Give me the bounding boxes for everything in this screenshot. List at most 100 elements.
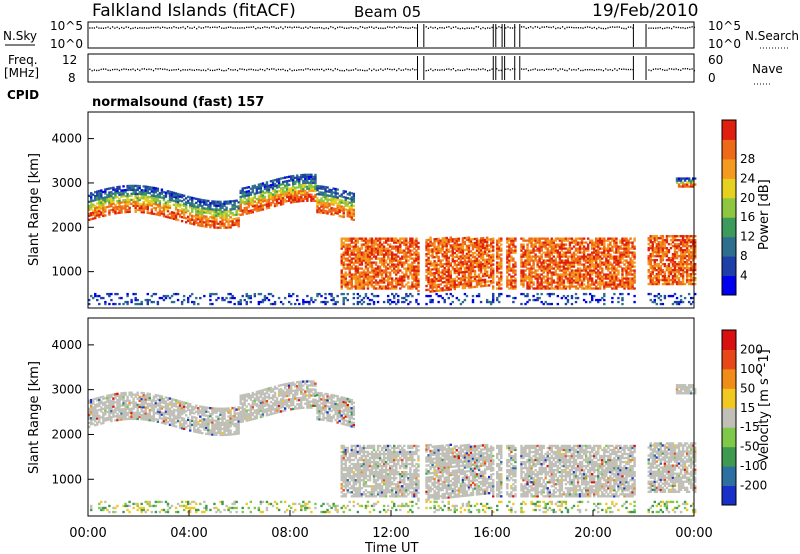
heatmap-cell (621, 269, 624, 272)
heatmap-cell (346, 298, 349, 302)
heatmap-cell (195, 211, 198, 214)
heatmap-cell (473, 243, 477, 247)
heatmap-cell (441, 289, 444, 292)
heatmap-cell (625, 237, 628, 240)
heatmap-cell (483, 252, 487, 256)
heatmap-cell (148, 192, 151, 195)
heatmap-cell (316, 208, 319, 212)
heatmap-cell (213, 222, 216, 225)
heatmap-cell (580, 287, 584, 290)
heatmap-cell (417, 257, 420, 261)
heatmap-cell (508, 261, 511, 264)
freq-trace-dot (200, 69, 202, 72)
heatmap-cell (433, 262, 436, 265)
heatmap-cell (346, 259, 349, 262)
heatmap-cell (570, 257, 574, 260)
heatmap-cell (477, 247, 481, 250)
heatmap-cell (348, 265, 351, 268)
heatmap-cell (146, 187, 149, 191)
heatmap-cell (403, 255, 406, 258)
heatmap-cell (597, 239, 600, 242)
heatmap-cell (201, 224, 204, 228)
heatmap-cell (564, 237, 568, 240)
heatmap-cell (162, 212, 166, 216)
heatmap-cell (227, 220, 230, 223)
sky-trace-dot (591, 27, 593, 30)
heatmap-cell (538, 249, 541, 252)
heatmap-cell (465, 280, 469, 283)
heatmap-cell (546, 292, 549, 296)
heatmap-cell (302, 187, 305, 191)
heatmap-cell (595, 275, 598, 278)
heatmap-cell (399, 263, 402, 266)
heatmap-cell (609, 273, 612, 276)
heatmap-cell (106, 193, 109, 197)
sky-trace-dot (489, 27, 491, 29)
heatmap-cell (435, 261, 438, 265)
heatmap-cell (457, 281, 461, 284)
heatmap-cell (449, 244, 452, 247)
heatmap-cell (469, 238, 473, 241)
freq-trace-dot (471, 68, 473, 71)
heatmap-cell (601, 271, 604, 274)
heatmap-cell (374, 273, 378, 276)
heatmap-cell (582, 292, 586, 296)
heatmap-cell (542, 259, 545, 262)
heatmap-cell (534, 255, 537, 258)
heatmap-cell (601, 279, 604, 282)
heatmap-cell (296, 200, 299, 203)
heatmap-cell (552, 279, 555, 282)
heatmap-cell (294, 188, 297, 191)
heatmap-cell (544, 255, 547, 258)
heatmap-cell (395, 273, 398, 276)
heatmap-cell (219, 202, 222, 205)
freq-trace-dot (105, 68, 107, 70)
heatmap-cell (314, 187, 317, 191)
heatmap-cell (607, 261, 610, 264)
heatmap-cell (285, 176, 289, 179)
heatmap-cell (574, 296, 578, 300)
heatmap-cell (324, 211, 327, 215)
heatmap-cell (520, 253, 523, 256)
heatmap-cell (94, 194, 97, 198)
heatmap-cell (431, 298, 434, 302)
heatmap-cell (455, 241, 459, 245)
heatmap-cell (275, 204, 279, 207)
heatmap-cell (441, 296, 444, 300)
heatmap-cell (578, 243, 582, 246)
heatmap-cell (104, 190, 107, 193)
heatmap-cell (364, 237, 368, 240)
sky-trace-dot (555, 27, 557, 30)
heatmap-cell (463, 284, 467, 288)
heatmap-cell (580, 241, 584, 244)
heatmap-cell (449, 250, 452, 253)
heatmap-cell (261, 196, 265, 199)
heatmap-cell (451, 254, 454, 257)
sky-trace-dot (191, 27, 193, 30)
heatmap-cell (310, 177, 313, 180)
freq-trace-dot (277, 68, 280, 71)
heatmap-cell (259, 206, 263, 210)
heatmap-cell (597, 269, 600, 272)
sky-trace-dot (164, 26, 166, 29)
heatmap-cell (566, 269, 570, 272)
heatmap-cell (623, 263, 626, 266)
heatmap-cell (435, 245, 438, 249)
heatmap-cell (326, 202, 329, 205)
heatmap-cell (221, 204, 224, 207)
freq-trace-dot (375, 69, 377, 72)
heatmap-cell (136, 200, 139, 204)
heatmap-cell (150, 186, 154, 189)
heatmap-cell (382, 287, 386, 290)
heatmap-cell (415, 249, 418, 252)
heatmap-cell (625, 279, 628, 282)
heatmap-cell (191, 218, 194, 221)
heatmap-cell (425, 264, 428, 268)
heatmap-cell (352, 257, 356, 260)
heatmap-cell (292, 182, 295, 186)
heatmap-cell (306, 177, 309, 180)
heatmap-cell (358, 300, 362, 304)
heatmap-cell (358, 283, 362, 286)
freq-trace-dot (659, 68, 661, 70)
heatmap-cell (197, 200, 200, 203)
